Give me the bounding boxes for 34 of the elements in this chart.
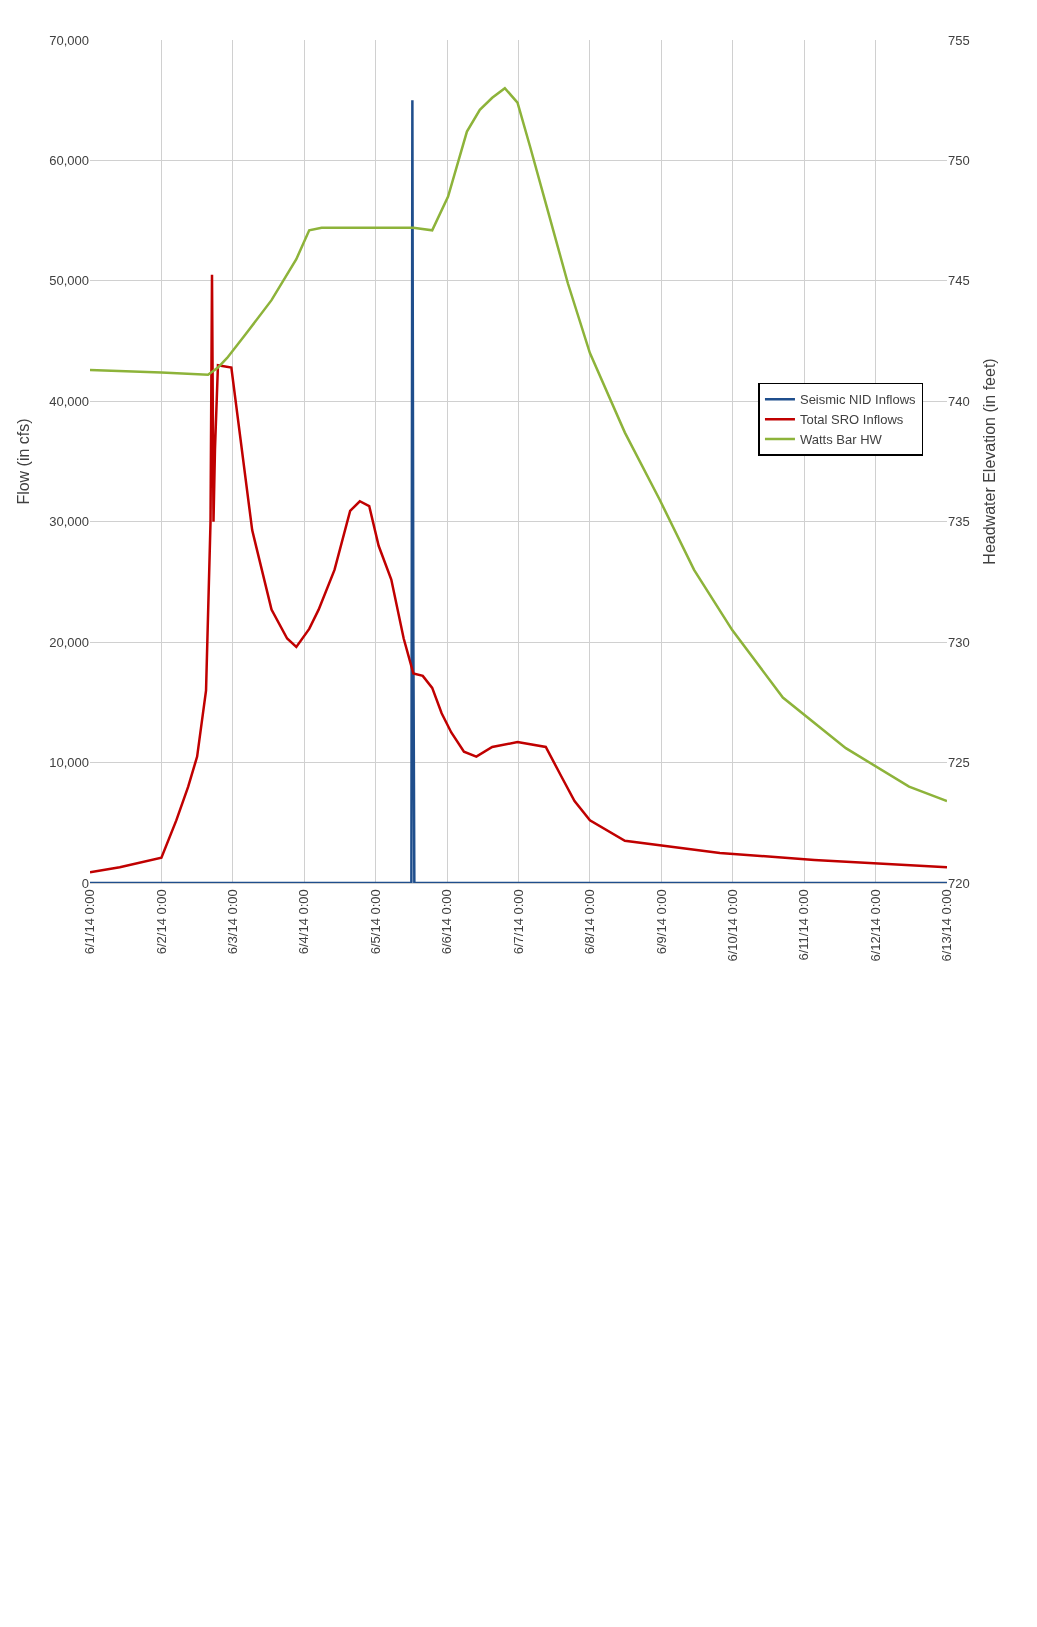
x-tick-label: 6/7/14 0:00 <box>510 889 526 955</box>
y2-tick-label: 725 <box>948 755 970 771</box>
y-axis-title: Flow (in cfs) <box>15 418 33 505</box>
y2-tick-label: 730 <box>948 634 970 650</box>
x-tick-label: 6/8/14 0:00 <box>582 889 598 955</box>
y-tick-label: 20,000 <box>49 634 89 650</box>
y2-tick-label: 745 <box>948 273 970 289</box>
x-tick-label: 6/12/14 0:00 <box>867 889 883 962</box>
legend-label: Seismic NID Inflows <box>799 392 917 408</box>
x-tick-label: 6/9/14 0:00 <box>653 889 669 955</box>
y2-tick-label: 720 <box>948 875 970 891</box>
y-tick-label: 30,000 <box>49 514 89 530</box>
y2-tick-label: 750 <box>948 152 970 168</box>
x-tick-label: 6/13/14 0:00 <box>939 889 955 962</box>
x-tick-label: 6/3/14 0:00 <box>225 889 241 955</box>
x-tick-label: 6/4/14 0:00 <box>296 889 312 955</box>
y-tick-label: 60,000 <box>49 152 89 168</box>
y2-tick-label: 755 <box>948 32 970 48</box>
x-tick-label: 6/1/14 0:00 <box>82 889 98 955</box>
legend-label: Watts Bar HW <box>799 432 883 448</box>
y-tick-label: 0 <box>81 875 89 891</box>
y2-tick-label: 735 <box>948 514 970 530</box>
x-tick-label: 6/10/14 0:00 <box>724 889 740 962</box>
x-tick-label: 6/2/14 0:00 <box>153 889 169 955</box>
y-tick-label: 40,000 <box>49 393 89 409</box>
y2-axis-title: Headwater Elevation (in feet) <box>981 358 999 565</box>
y2-tick-label: 740 <box>948 393 970 409</box>
legend-label: Total SRO Inflows <box>799 412 904 428</box>
x-tick-label: 6/11/14 0:00 <box>796 889 812 961</box>
y-tick-label: 50,000 <box>49 273 89 289</box>
x-tick-label: 6/5/14 0:00 <box>367 889 383 955</box>
y-tick-label: 10,000 <box>49 755 89 771</box>
x-tick-label: 6/6/14 0:00 <box>439 889 455 955</box>
y-tick-label: 70,000 <box>49 32 89 48</box>
